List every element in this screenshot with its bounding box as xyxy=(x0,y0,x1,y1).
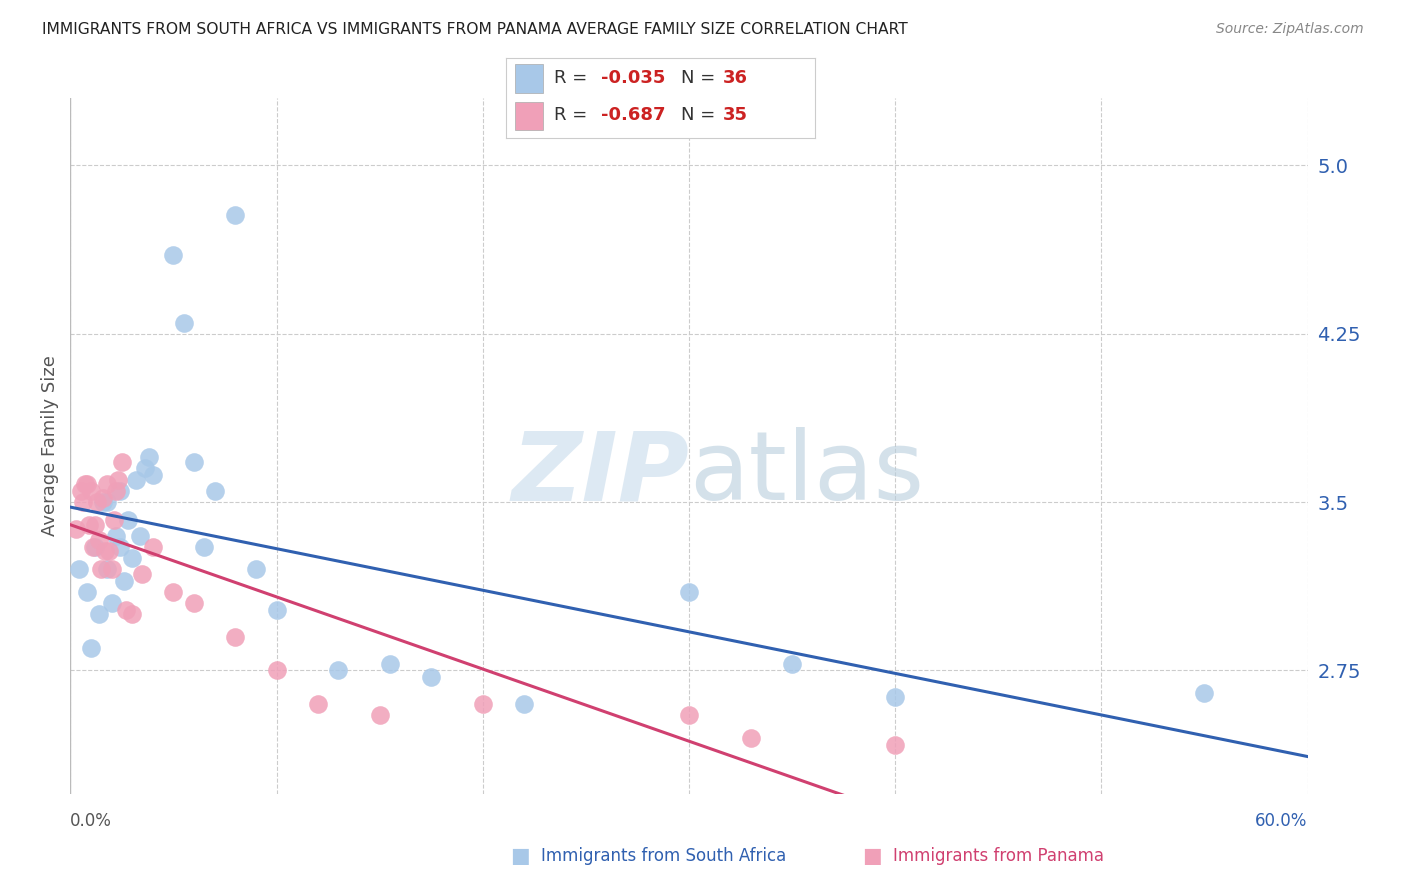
Point xyxy=(513,697,536,711)
Text: ZIP: ZIP xyxy=(510,427,689,520)
Point xyxy=(142,468,165,483)
Point xyxy=(89,533,111,548)
Point xyxy=(121,551,143,566)
Point xyxy=(96,477,118,491)
Text: 35: 35 xyxy=(723,105,748,124)
Text: ■: ■ xyxy=(862,847,882,866)
Point xyxy=(80,483,103,498)
Point xyxy=(420,670,443,684)
Point xyxy=(678,585,700,599)
Text: Source: ZipAtlas.com: Source: ZipAtlas.com xyxy=(1216,22,1364,37)
Point xyxy=(76,585,98,599)
Point xyxy=(104,529,127,543)
Text: atlas: atlas xyxy=(689,427,924,520)
Point xyxy=(884,738,907,752)
Point xyxy=(94,544,117,558)
Point xyxy=(142,540,165,554)
Point xyxy=(77,517,100,532)
Point xyxy=(98,544,121,558)
FancyBboxPatch shape xyxy=(516,64,543,93)
Point xyxy=(69,483,91,498)
Text: Immigrants from South Africa: Immigrants from South Africa xyxy=(541,847,786,865)
Point xyxy=(125,473,148,487)
Point xyxy=(224,208,246,222)
Point xyxy=(103,513,125,527)
Point xyxy=(112,574,135,588)
Point xyxy=(266,664,288,678)
Point xyxy=(173,316,195,330)
Point xyxy=(183,455,205,469)
Point xyxy=(378,657,401,671)
Point xyxy=(100,596,122,610)
Point xyxy=(368,708,391,723)
Point xyxy=(73,477,96,491)
Point xyxy=(76,477,98,491)
Point xyxy=(115,603,138,617)
Point xyxy=(162,248,184,262)
Point xyxy=(84,517,107,532)
Text: ■: ■ xyxy=(510,847,530,866)
Point xyxy=(740,731,762,745)
Point xyxy=(138,450,160,465)
Point xyxy=(96,562,118,576)
Point xyxy=(107,473,129,487)
Text: R =: R = xyxy=(554,105,593,124)
Point xyxy=(111,455,134,469)
Point xyxy=(471,697,494,711)
Point xyxy=(89,607,111,622)
Point xyxy=(90,562,112,576)
Point xyxy=(224,630,246,644)
Point xyxy=(328,664,350,678)
Point xyxy=(72,495,94,509)
Point xyxy=(193,540,215,554)
Point xyxy=(134,461,156,475)
Point xyxy=(1194,686,1216,700)
Y-axis label: Average Family Size: Average Family Size xyxy=(41,356,59,536)
Point xyxy=(678,708,700,723)
Point xyxy=(104,483,127,498)
Point xyxy=(91,491,114,505)
Point xyxy=(117,513,139,527)
Text: N =: N = xyxy=(681,69,721,87)
Point xyxy=(65,522,87,536)
Point xyxy=(108,540,131,554)
Point xyxy=(86,495,108,509)
Text: IMMIGRANTS FROM SOUTH AFRICA VS IMMIGRANTS FROM PANAMA AVERAGE FAMILY SIZE CORRE: IMMIGRANTS FROM SOUTH AFRICA VS IMMIGRAN… xyxy=(42,22,908,37)
Point xyxy=(108,483,131,498)
Point xyxy=(129,529,152,543)
Text: Immigrants from Panama: Immigrants from Panama xyxy=(893,847,1104,865)
Point xyxy=(162,585,184,599)
Point xyxy=(204,483,226,498)
Point xyxy=(96,495,118,509)
Point xyxy=(121,607,143,622)
Point xyxy=(82,540,104,554)
Text: -0.687: -0.687 xyxy=(600,105,665,124)
Point xyxy=(131,566,153,581)
Point xyxy=(266,603,288,617)
FancyBboxPatch shape xyxy=(516,103,543,130)
Point xyxy=(84,540,107,554)
Text: 60.0%: 60.0% xyxy=(1256,812,1308,830)
Text: R =: R = xyxy=(554,69,593,87)
Point xyxy=(183,596,205,610)
Text: 0.0%: 0.0% xyxy=(70,812,112,830)
Point xyxy=(780,657,803,671)
Point xyxy=(91,495,114,509)
Point xyxy=(884,690,907,705)
Point xyxy=(100,562,122,576)
Text: -0.035: -0.035 xyxy=(600,69,665,87)
Point xyxy=(80,640,103,655)
Text: 36: 36 xyxy=(723,69,748,87)
Text: N =: N = xyxy=(681,105,721,124)
Point xyxy=(67,562,90,576)
Point xyxy=(307,697,329,711)
Point xyxy=(245,562,267,576)
